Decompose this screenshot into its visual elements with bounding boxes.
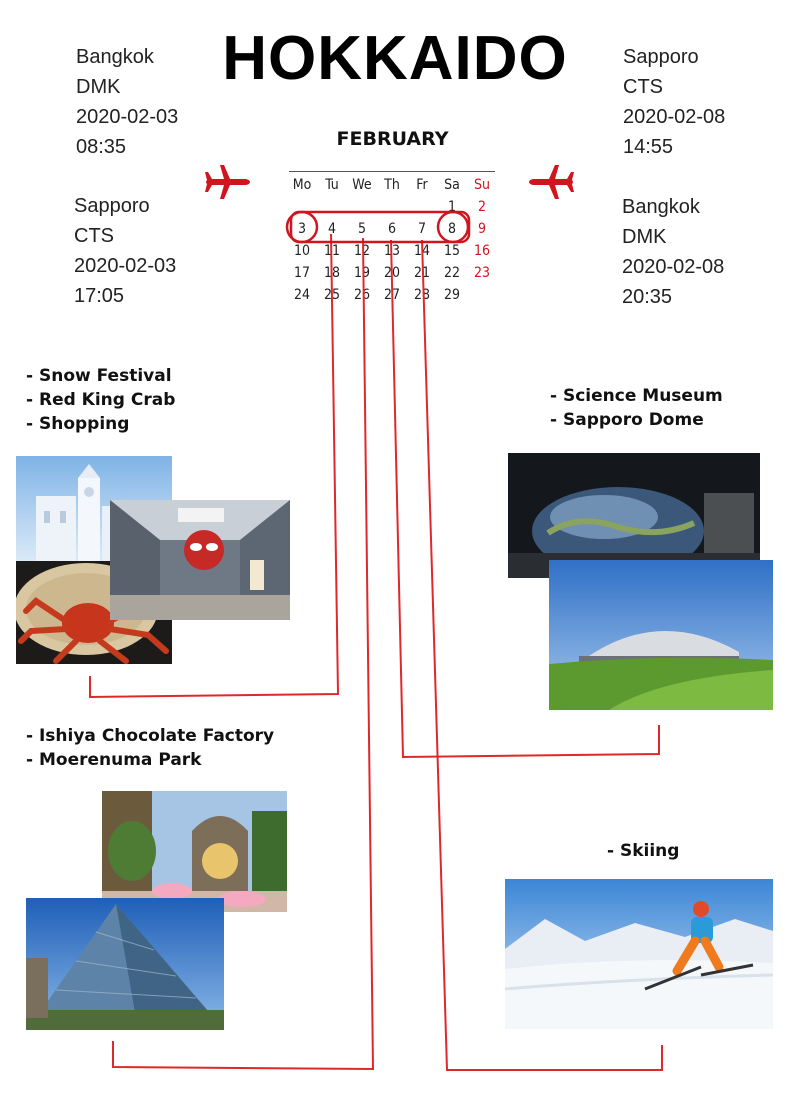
weekday-tu: Tu bbox=[325, 177, 339, 193]
weekday-mo: Mo bbox=[292, 177, 312, 193]
activity-list-day3: - Snow Festival - Red King Crab - Shoppi… bbox=[26, 364, 175, 436]
flight-city: Sapporo bbox=[623, 46, 699, 68]
shopping-arcade-photo bbox=[110, 500, 290, 620]
start-day-circle bbox=[285, 210, 319, 244]
activity-item: - Science Museum bbox=[550, 386, 723, 406]
page-title: HOKKAIDO bbox=[222, 24, 568, 93]
weekday-th: Th bbox=[384, 177, 400, 193]
flight-time: 17:05 bbox=[74, 285, 125, 307]
activity-list-day6: - Skiing bbox=[607, 839, 679, 863]
calendar-day: 19 bbox=[353, 265, 371, 281]
calendar-day: 6 bbox=[387, 221, 396, 237]
activity-item: - Shopping bbox=[26, 414, 130, 434]
calendar-day: 17 bbox=[293, 265, 311, 281]
calendar-day: 7 bbox=[417, 221, 426, 237]
calendar-day: 4 bbox=[327, 221, 336, 237]
activity-item: - Sapporo Dome bbox=[550, 410, 704, 430]
flight-airport: CTS bbox=[623, 76, 663, 98]
calendar-day: 3 bbox=[297, 221, 306, 237]
flight-city: Bangkok bbox=[76, 46, 154, 68]
weekday-we: We bbox=[352, 177, 372, 193]
activity-list-day5: - Science Museum - Sapporo Dome bbox=[550, 384, 723, 432]
flight-time: 14:55 bbox=[623, 136, 674, 158]
activity-item: - Skiing bbox=[607, 841, 680, 861]
calendar-day: 1 bbox=[447, 199, 456, 215]
calendar-day: 15 bbox=[443, 243, 461, 259]
activity-item: - Moerenuma Park bbox=[26, 750, 202, 770]
calendar-day-sunday: 16 bbox=[473, 243, 491, 259]
flight-airport: DMK bbox=[76, 76, 121, 98]
calendar-day: 24 bbox=[293, 287, 311, 303]
skiing-photo bbox=[505, 879, 773, 1029]
weekday-sa: Sa bbox=[444, 177, 460, 193]
calendar-divider bbox=[289, 171, 495, 172]
flight-date: 2020-02-03 bbox=[76, 106, 179, 128]
calendar-day-sunday: 9 bbox=[477, 221, 486, 237]
calendar-day: 26 bbox=[353, 287, 371, 303]
calendar-day: 28 bbox=[413, 287, 431, 303]
calendar-month: FEBRUARY bbox=[336, 128, 449, 150]
flight-time: 08:35 bbox=[76, 136, 127, 158]
flight-city: Sapporo bbox=[74, 195, 150, 217]
activity-item: - Red King Crab bbox=[26, 390, 176, 410]
flight-date: 2020-02-08 bbox=[622, 256, 725, 278]
activity-item: - Snow Festival bbox=[26, 366, 172, 386]
calendar-day: 22 bbox=[443, 265, 461, 281]
flight-time: 20:35 bbox=[622, 286, 673, 308]
calendar-day: 8 bbox=[447, 221, 456, 237]
calendar-day-sunday: 2 bbox=[477, 199, 486, 215]
weekday-fr: Fr bbox=[416, 177, 428, 193]
activity-list-day4: - Ishiya Chocolate Factory - Moerenuma P… bbox=[26, 724, 274, 772]
flight-airport: DMK bbox=[622, 226, 667, 248]
airplane-icon bbox=[205, 165, 250, 199]
flight-city: Bangkok bbox=[622, 196, 700, 218]
flight-date: 2020-02-03 bbox=[74, 255, 177, 277]
flight-departure-return: Sapporo CTS 2020-02-08 14:55 bbox=[623, 42, 725, 162]
flight-arrival-return: Bangkok DMK 2020-02-08 20:35 bbox=[622, 192, 724, 312]
flight-arrival-outbound: Sapporo CTS 2020-02-03 17:05 bbox=[74, 191, 176, 311]
calendar-day: 12 bbox=[353, 243, 371, 259]
calendar-day: 10 bbox=[293, 243, 311, 259]
activity-item: - Ishiya Chocolate Factory bbox=[26, 726, 275, 746]
calendar-day: 29 bbox=[443, 287, 461, 303]
flight-date: 2020-02-08 bbox=[623, 106, 726, 128]
weekday-su: Su bbox=[474, 177, 490, 193]
chocolate-factory-photo bbox=[102, 791, 287, 912]
end-day-circle bbox=[436, 210, 470, 244]
sapporo-dome-photo bbox=[549, 560, 773, 710]
flight-airport: CTS bbox=[74, 225, 114, 247]
calendar-day-sunday: 23 bbox=[473, 265, 491, 281]
calendar-day: 5 bbox=[357, 221, 366, 237]
airplane-return-icon bbox=[529, 165, 574, 199]
flight-departure-outbound: Bangkok DMK 2020-02-03 08:35 bbox=[76, 42, 178, 162]
moerenuma-pyramid-photo bbox=[26, 898, 224, 1030]
